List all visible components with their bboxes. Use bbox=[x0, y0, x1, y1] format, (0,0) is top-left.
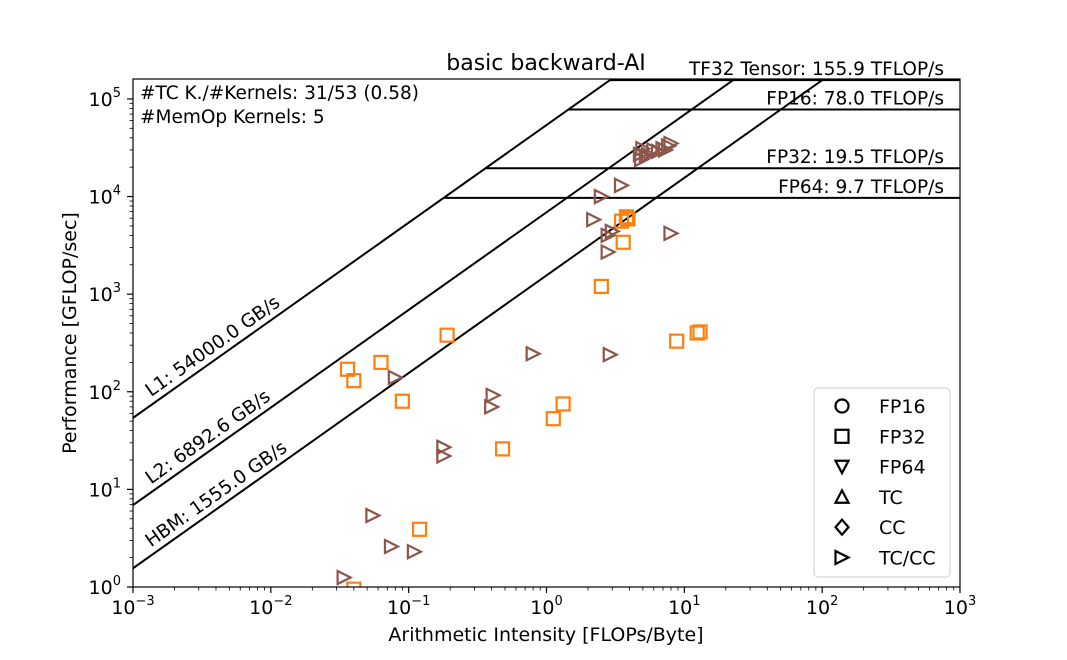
data-point-square bbox=[593, 278, 609, 295]
y-tick-label-0: 100 bbox=[89, 574, 121, 599]
x-axis-label: Arithmetic Intensity [FLOPs/Byte] bbox=[388, 624, 703, 646]
x-tick-label-3: 100 bbox=[530, 594, 562, 619]
data-point-square bbox=[394, 393, 410, 409]
y-axis-label: Performance [GFLOP/sec] bbox=[59, 212, 81, 454]
data-point-triangle-right bbox=[638, 147, 656, 165]
data-point-triangle-right bbox=[436, 438, 453, 456]
ceiling-label-3: FP64: 9.7 TFLOP/s bbox=[778, 177, 944, 198]
legend-marker-triangle-right bbox=[834, 549, 851, 566]
data-point-triangle-right bbox=[600, 243, 618, 261]
data-point-triangle-right bbox=[604, 223, 622, 240]
bandwidth-line-0 bbox=[133, 79, 611, 419]
data-point-square bbox=[494, 441, 511, 457]
data-point-triangle-right bbox=[485, 387, 503, 404]
tc-kernels-annotation: #TC K./#Kernels: 31/53 (0.58) bbox=[140, 83, 419, 104]
data-point-triangle-right bbox=[613, 177, 631, 194]
ceiling-label-1: FP16: 78.0 TFLOP/s bbox=[766, 88, 944, 109]
data-point-triangle-right bbox=[383, 538, 401, 555]
data-points-layer bbox=[336, 135, 708, 587]
bandwidth-line-1 bbox=[133, 79, 734, 506]
data-point-triangle-right bbox=[436, 447, 453, 465]
legend-label-0: FP16 bbox=[879, 396, 926, 418]
legend-label-5: TC/CC bbox=[878, 548, 936, 570]
ceiling-label-0: TF32 Tensor: 155.9 TFLOP/s bbox=[688, 59, 944, 80]
y-tick-label-3: 103 bbox=[89, 281, 121, 306]
ceiling-label-2: FP32: 19.5 TFLOP/s bbox=[766, 147, 944, 168]
legend-marker-diamond bbox=[834, 518, 850, 537]
data-point-triangle-right bbox=[336, 569, 354, 586]
data-point-triangle-right bbox=[663, 225, 680, 242]
data-point-square bbox=[439, 327, 455, 343]
data-point-square bbox=[669, 333, 685, 349]
x-tick-label-4: 101 bbox=[668, 594, 700, 619]
data-point-square bbox=[618, 209, 635, 225]
x-tick-label-5: 102 bbox=[806, 594, 838, 619]
x-tick-label-0: 10−3 bbox=[111, 594, 154, 619]
axis-ticks-layer: 10−3 10−2 10−1 100 101 102 103 100 101 102 103 104 1… bbox=[89, 86, 977, 619]
y-tick-label-1: 101 bbox=[89, 476, 121, 501]
data-point-square bbox=[615, 234, 631, 250]
y-tick-label-2: 102 bbox=[89, 379, 121, 404]
legend-label-1: FP32 bbox=[879, 426, 926, 448]
data-point-triangle-right bbox=[365, 507, 382, 524]
legend-marker-circle bbox=[834, 398, 850, 414]
y-tick-label-5: 105 bbox=[89, 86, 121, 111]
x-tick-label-2: 10−1 bbox=[387, 594, 430, 619]
x-tick-label-1: 10−2 bbox=[249, 594, 292, 619]
legend-label-4: CC bbox=[879, 517, 906, 539]
memop-kernels-annotation: #MemOp Kernels: 5 bbox=[140, 107, 325, 128]
legend: FP16 FP32 FP64 TC CC TC/CC bbox=[813, 387, 951, 578]
legend-label-3: TC bbox=[878, 487, 903, 509]
data-point-square bbox=[346, 373, 362, 389]
bandwidth-label-0: L1: 54000.0 GB/s bbox=[142, 292, 284, 401]
y-tick-label-4: 104 bbox=[89, 184, 121, 209]
data-point-triangle-right bbox=[663, 135, 680, 152]
data-point-square bbox=[545, 411, 561, 427]
data-point-square bbox=[555, 396, 571, 412]
data-point-square bbox=[346, 581, 362, 587]
data-point-triangle-right bbox=[484, 398, 501, 416]
data-point-square bbox=[373, 354, 389, 370]
data-point-triangle-right bbox=[600, 227, 618, 244]
data-point-triangle-right bbox=[387, 369, 405, 386]
legend-label-2: FP64 bbox=[879, 457, 926, 479]
data-point-triangle-right bbox=[657, 141, 675, 159]
data-point-triangle-right bbox=[593, 188, 611, 205]
bandwidth-line-2 bbox=[133, 79, 823, 570]
legend-marker-square bbox=[834, 428, 850, 444]
data-point-triangle-right bbox=[602, 346, 620, 363]
data-point-triangle-right bbox=[525, 345, 543, 363]
chart-title: basic backward-AI bbox=[446, 51, 645, 76]
data-point-triangle-right bbox=[406, 543, 424, 560]
data-point-triangle-right bbox=[586, 211, 603, 228]
legend-marker-triangle-up bbox=[833, 488, 851, 504]
data-point-square bbox=[411, 521, 428, 537]
data-point-square bbox=[692, 324, 708, 340]
data-point-square bbox=[620, 211, 636, 227]
legend-marker-triangle-down bbox=[833, 459, 851, 476]
x-tick-label-6: 103 bbox=[944, 594, 976, 619]
